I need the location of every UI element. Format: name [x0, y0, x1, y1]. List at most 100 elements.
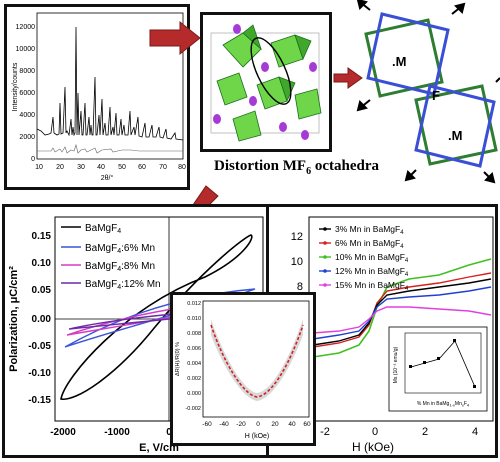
highlight-ellipse — [250, 37, 292, 105]
caption-main: Distortion MF — [214, 158, 307, 174]
ferro-ytick: -0.15 — [28, 395, 51, 406]
xrd-ytick: 4000 — [19, 112, 35, 119]
mag-xlabel: H (kOe) — [352, 440, 394, 454]
xrd-pattern — [36, 26, 184, 141]
mag-legend-label: 15% Mn in BaMgF4 — [335, 280, 409, 292]
ferro-xlabel: E, V/cm — [139, 442, 179, 454]
mr-xtick: 40 — [288, 421, 296, 428]
xrd-ytick: 2000 — [19, 134, 35, 141]
mr-xtick: 60 — [303, 421, 311, 428]
xrd-xtick: 40 — [97, 164, 105, 171]
xrd-ytick: 10000 — [16, 46, 36, 53]
mag-curve-15mn — [312, 306, 492, 334]
mag-legend-label: 6% Mn in BaMgF4 — [335, 238, 404, 250]
mag-legend: 3% Mn in BaMgF4 6% Mn in BaMgF4 10% Mn i… — [319, 224, 409, 292]
mag-ytick: 10 — [291, 256, 303, 268]
xrd-frame — [36, 12, 184, 160]
ferro-ytick: -0.10 — [28, 368, 51, 379]
ferro-legend-label: BaMgF4:8% Mn — [85, 261, 155, 273]
mr-xtick: -40 — [219, 421, 229, 428]
ms-inset-xlabel: % Mn in BaMg1-xMnxF4 — [417, 401, 470, 408]
xrd-xtick: 10 — [35, 164, 43, 171]
mag-ytick: 8 — [297, 281, 303, 293]
mag-xtick: 4 — [472, 426, 478, 438]
mag-legend-label: 3% Mn in BaMgF4 — [335, 224, 404, 236]
octahedra-group — [216, 24, 322, 142]
ms-inset-ylabel: Ms (10⁻³ emu/g) — [393, 346, 399, 383]
ferro-xtick: 0 — [166, 427, 172, 438]
mr-ytick: 0.000 — [187, 391, 201, 397]
mag-xtick: 2 — [422, 426, 428, 438]
loop-bamgf4 — [60, 234, 253, 400]
mr-ytick: 0.004 — [187, 361, 201, 367]
xrd-ytick: 8000 — [19, 68, 35, 75]
magnetoresistance-plot: 0.012 0.010 0.008 0.006 0.004 0.002 0.00… — [175, 300, 311, 440]
rotation-arrows — [356, 0, 500, 184]
mr-fit-curve — [210, 324, 304, 398]
ba-atoms — [213, 24, 317, 140]
xrd-ytick: 12000 — [16, 24, 36, 31]
mr-ytick: 0.006 — [187, 346, 201, 352]
mag-legend-label: 10% Mn in BaMgF4 — [335, 252, 409, 264]
atom-label-m1: .M — [392, 54, 406, 69]
magnetoresistance-panel: 0.012 0.010 0.008 0.006 0.004 0.002 0.00… — [170, 292, 316, 446]
ferro-legend-label: BaMgF4:12% Mn — [85, 279, 161, 291]
mr-xlabel: H (kOe) — [245, 433, 270, 440]
ferro-xtick: -1000 — [104, 427, 130, 438]
mag-xtick: 0 — [372, 426, 378, 438]
ferro-legend-label: BaMgF4:6% Mn — [85, 243, 155, 255]
mr-error-band — [211, 319, 303, 401]
magnetization-plot: 12 10 8 6 4 2 0 -2 0 2 4 H (kOe) 3% Mn i… — [291, 216, 494, 454]
mr-ytick: 0.012 — [187, 301, 201, 307]
mag-curve-12mn — [312, 286, 492, 340]
xrd-difference — [37, 143, 183, 154]
ferro-ytick: -0.05 — [28, 341, 51, 352]
crystal-structure-image — [210, 24, 322, 142]
caption-tail: octahedra — [311, 158, 379, 174]
square-green-1 — [364, 18, 444, 98]
xrd-xtick: 80 — [178, 164, 186, 171]
caption-sub: 6 — [306, 166, 312, 177]
mr-ytick: 0.010 — [187, 316, 201, 322]
mr-xtick: -20 — [236, 421, 246, 428]
mag-curve-3mn — [312, 278, 492, 346]
mr-ytick: 0.008 — [187, 331, 201, 337]
mr-ylabel: ΔR(H)/R(0) % — [175, 342, 181, 376]
square-green-2 — [414, 84, 498, 166]
xrd-xtick: 70 — [159, 164, 167, 171]
xrd-ytick: 0 — [31, 156, 35, 163]
xrd-xtick: 30 — [77, 164, 85, 171]
xrd-plot: 0 2000 4000 6000 8000 10000 12000 10 20 … — [12, 12, 186, 182]
figure-caption: Distortion MF6 octahedra — [214, 158, 379, 177]
ferro-ytick: 0.10 — [32, 258, 52, 269]
ferro-legend-label: BaMgF4 — [85, 223, 121, 235]
square-blue-1 — [366, 12, 450, 96]
xrd-panel: 0 2000 4000 6000 8000 10000 12000 10 20 … — [4, 4, 190, 190]
bridge-label-f: F — [432, 88, 440, 103]
xrd-xtick: 20 — [56, 164, 64, 171]
ferro-xtick: -2000 — [50, 427, 76, 438]
ferro-legend: BaMgF4 BaMgF4:6% Mn BaMgF4:8% Mn BaMgF4:… — [61, 223, 161, 291]
mr-xtick: -60 — [202, 421, 212, 428]
mag-ytick: 12 — [291, 231, 303, 243]
xrd-ylabel: Intensity/counts — [12, 62, 19, 111]
xrd-ytick: 6000 — [19, 90, 35, 97]
mr-ytick: -0.002 — [185, 406, 201, 412]
mr-ytick: 0.002 — [187, 376, 201, 382]
mag-xtick: -2 — [320, 426, 330, 438]
square-blue-2 — [414, 84, 496, 168]
ferro-ytick: 0.15 — [32, 231, 52, 242]
mag-curve-6mn — [312, 272, 492, 348]
ferro-ytick: 0.00 — [32, 314, 52, 325]
octahedra-schematic: .M .M F — [356, 0, 500, 184]
crystal-structure-panel — [200, 12, 332, 152]
ferro-ytick: 0.05 — [32, 285, 52, 296]
ferro-ylabel: Polarization, μC/cm² — [8, 266, 20, 372]
mag-legend-label: 12% Mn in BaMgF4 — [335, 266, 409, 278]
atom-label-m2: .M — [448, 128, 462, 143]
xrd-xlabel: 2θ/° — [101, 174, 114, 182]
mr-xtick: 20 — [271, 421, 279, 428]
polarization-plot: 0.15 0.10 0.05 0.00 -0.05 -0.10 -0.15 -2… — [8, 216, 264, 454]
xrd-xtick: 60 — [138, 164, 146, 171]
mr-xtick: 0 — [256, 421, 260, 428]
